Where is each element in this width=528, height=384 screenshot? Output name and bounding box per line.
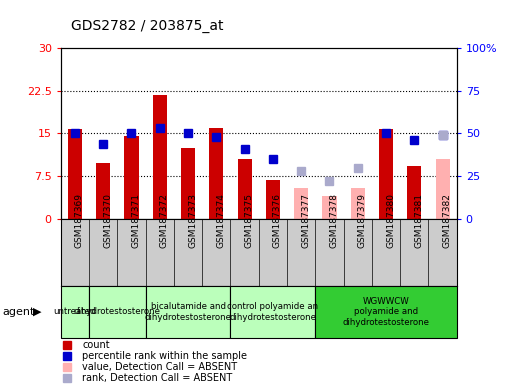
Bar (230, 286, 315, 338)
Text: GDS2782 / 203875_at: GDS2782 / 203875_at (71, 19, 224, 33)
Text: WGWWCW
polyamide and
dihydrotestosterone: WGWWCW polyamide and dihydrotestosterone (343, 297, 429, 327)
Text: GSM187371: GSM187371 (131, 194, 140, 248)
Text: GSM187381: GSM187381 (414, 194, 423, 248)
Text: GSM187378: GSM187378 (329, 194, 338, 248)
Text: GSM187377: GSM187377 (301, 194, 310, 248)
Bar (125, 136, 138, 219)
Text: count: count (82, 340, 110, 350)
Text: GSM187376: GSM187376 (273, 194, 282, 248)
Bar (351, 187, 365, 219)
Text: GSM187375: GSM187375 (244, 194, 253, 248)
Bar (323, 196, 336, 219)
Text: percentile rank within the sample: percentile rank within the sample (82, 351, 248, 361)
Text: control polyamide an
dihydrotestosterone: control polyamide an dihydrotestosterone (227, 302, 318, 322)
Text: rank, Detection Call = ABSENT: rank, Detection Call = ABSENT (82, 374, 233, 384)
Bar (181, 148, 195, 219)
Bar (61, 286, 89, 338)
Bar (153, 95, 167, 219)
Bar (407, 166, 421, 219)
Bar (294, 187, 308, 219)
Text: agent: agent (3, 307, 35, 317)
Text: GSM187382: GSM187382 (442, 194, 451, 248)
Text: GSM187379: GSM187379 (358, 194, 367, 248)
Bar (96, 163, 110, 219)
Text: bicalutamide and
dihydrotestosterone: bicalutamide and dihydrotestosterone (145, 302, 231, 322)
Text: GSM187370: GSM187370 (103, 194, 112, 248)
Text: GSM187374: GSM187374 (216, 194, 225, 248)
Text: ▶: ▶ (33, 307, 42, 317)
Bar (436, 159, 450, 219)
Text: value, Detection Call = ABSENT: value, Detection Call = ABSENT (82, 362, 238, 372)
Bar (209, 128, 223, 219)
Text: GSM187372: GSM187372 (159, 194, 169, 248)
Bar (238, 159, 252, 219)
Text: GSM187380: GSM187380 (386, 194, 395, 248)
Text: dihydrotestosterone: dihydrotestosterone (74, 308, 161, 316)
Bar (266, 180, 280, 219)
Bar (68, 129, 82, 219)
Bar (315, 286, 457, 338)
Bar (379, 129, 393, 219)
Text: GSM187369: GSM187369 (75, 194, 84, 248)
Text: untreated: untreated (54, 308, 96, 316)
Text: GSM187373: GSM187373 (188, 194, 197, 248)
Bar (146, 286, 230, 338)
Bar (89, 286, 146, 338)
